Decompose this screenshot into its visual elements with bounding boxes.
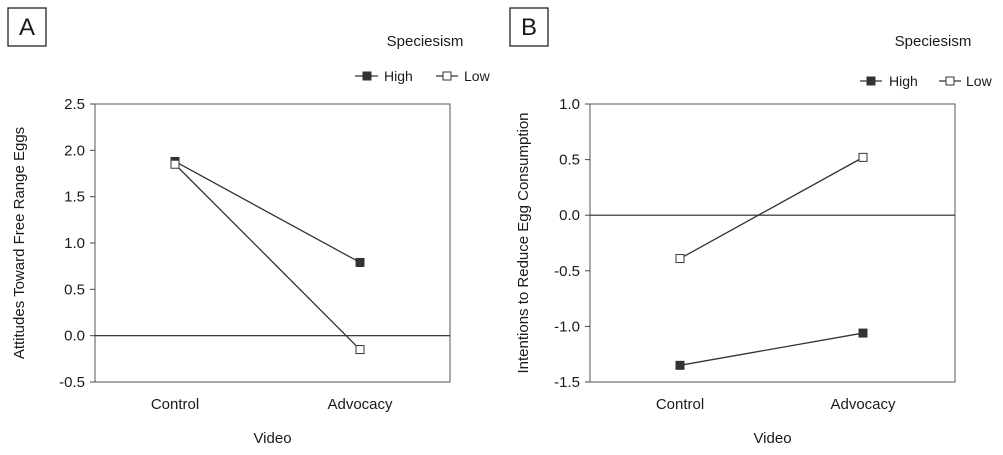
- legend-marker-high: [866, 76, 876, 86]
- data-point-low: [858, 152, 868, 162]
- y-tick-label: -0.5: [59, 374, 85, 391]
- panel-label: A: [19, 14, 35, 41]
- panel-label: B: [521, 14, 537, 41]
- y-axis-title: Attitudes Toward Free Range Eggs: [11, 127, 28, 359]
- panel-a: A 2.5 2.0 1.5 1.0 0.5 0.0 -0.5 Control Advocacy Vi…: [7, 7, 491, 447]
- x-tick-label: Advocacy: [327, 396, 393, 413]
- x-axis-title: Video: [753, 430, 791, 447]
- legend-marker-low: [442, 71, 452, 81]
- y-tick-label: 2.0: [64, 142, 85, 159]
- data-point-low: [170, 159, 180, 169]
- data-point-low: [355, 345, 365, 355]
- data-point-high: [355, 257, 365, 267]
- legend: Speciesism High Low: [860, 33, 993, 89]
- y-tick-label: 0.0: [559, 207, 580, 224]
- legend-marker-high: [362, 71, 372, 81]
- y-tick-label: -1.5: [554, 374, 580, 391]
- legend-title: Speciesism: [387, 33, 464, 50]
- legend-marker-low: [945, 76, 955, 86]
- y-tick-label: 1.0: [559, 96, 580, 113]
- plot-area: [94, 103, 451, 383]
- series-line-low: [174, 163, 361, 351]
- y-tick-label: 0.0: [64, 328, 85, 345]
- panel-label-box: [509, 7, 549, 47]
- series-line-low: [679, 156, 864, 260]
- panel-label-box: [7, 7, 47, 47]
- data-point-low: [675, 254, 685, 264]
- y-tick-label: 2.5: [64, 96, 85, 113]
- legend-label-high: High: [889, 73, 918, 89]
- y-axis-title: Intentions to Reduce Egg Consumption: [515, 113, 532, 374]
- y-tick-label: -0.5: [554, 263, 580, 280]
- x-tick-label: Control: [151, 396, 199, 413]
- x-tick-label: Control: [656, 396, 704, 413]
- x-tick-label: Advocacy: [830, 396, 896, 413]
- plot-area: [589, 103, 956, 383]
- x-axis-title: Video: [253, 430, 291, 447]
- series-line-high: [679, 332, 864, 366]
- y-tick-label: 0.5: [559, 152, 580, 169]
- legend-label-low: Low: [966, 73, 993, 89]
- legend-title: Speciesism: [895, 33, 972, 50]
- y-tick-label: 0.5: [64, 281, 85, 298]
- legend-label-high: High: [384, 68, 413, 84]
- data-point-high: [858, 328, 868, 338]
- series-line-high: [174, 160, 361, 264]
- data-point-high: [675, 360, 685, 370]
- y-tick-label: -1.0: [554, 318, 580, 335]
- y-tick-label: 1.0: [64, 235, 85, 252]
- panel-b: B 1.0 0.5 0.0 -0.5 -1.0 -1.5 Control Advocacy Vid…: [509, 7, 993, 447]
- legend: Speciesism High Low: [355, 33, 491, 84]
- legend-label-low: Low: [464, 68, 491, 84]
- y-tick-label: 1.5: [64, 189, 85, 206]
